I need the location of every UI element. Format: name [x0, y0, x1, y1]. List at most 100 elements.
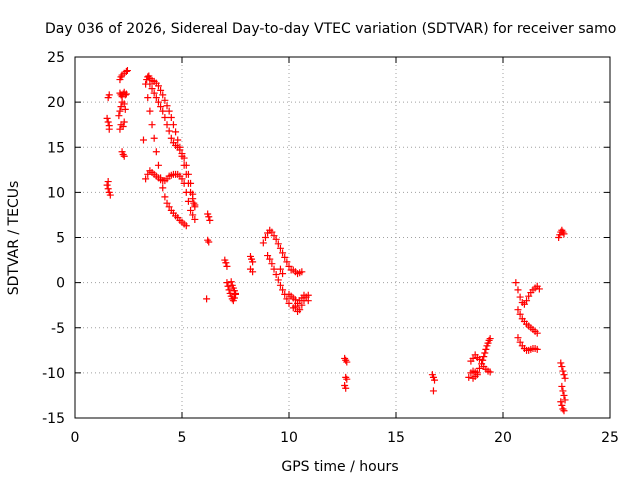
data-point: [165, 107, 173, 115]
data-point: [144, 94, 152, 102]
data-point: [223, 262, 231, 270]
data-point: [558, 382, 566, 390]
data-point: [180, 179, 188, 187]
data-point: [165, 203, 173, 211]
data-point: [471, 372, 479, 380]
data-point: [144, 170, 152, 178]
x-tick-label: 25: [601, 430, 619, 446]
data-point: [270, 232, 278, 240]
data-point: [187, 179, 195, 187]
data-point: [174, 136, 182, 144]
data-point: [525, 292, 533, 300]
data-point: [172, 128, 180, 136]
data-point: [429, 387, 437, 395]
data-point: [259, 239, 267, 247]
data-point: [481, 349, 489, 357]
data-point: [300, 297, 308, 305]
data-point: [560, 391, 568, 399]
x-tick-label: 0: [71, 430, 80, 446]
data-point: [272, 235, 280, 243]
data-point: [266, 255, 274, 263]
data-point: [148, 85, 156, 93]
data-point: [154, 98, 162, 106]
data-point: [523, 297, 531, 305]
data-point: [561, 396, 569, 404]
data-point: [558, 363, 566, 371]
y-tick-label: 25: [47, 50, 65, 66]
data-point: [163, 102, 171, 110]
data-point: [184, 197, 192, 205]
data-point: [106, 191, 114, 199]
data-point: [535, 285, 543, 293]
data-point: [304, 291, 312, 299]
data-point: [146, 107, 154, 115]
data-point: [121, 91, 129, 99]
data-point: [161, 96, 169, 104]
y-tick-label: 10: [47, 185, 65, 201]
data-point: [150, 89, 158, 97]
data-point: [189, 211, 197, 219]
data-point: [161, 193, 169, 201]
data-point: [165, 127, 173, 135]
grid: [75, 57, 610, 418]
data-point: [557, 398, 565, 406]
data-point: [261, 234, 269, 241]
data-point: [157, 86, 165, 94]
data-point: [512, 279, 520, 287]
data-point: [516, 338, 524, 346]
data-point: [276, 244, 284, 252]
data-point: [154, 82, 162, 90]
data-point: [249, 268, 257, 276]
data-point: [465, 373, 473, 381]
axis-ticks: 0 5 10 15 20 25 25 20 15 10 5 0 -5 -10 -15: [42, 50, 619, 446]
data-point: [122, 67, 130, 75]
data-point: [103, 114, 111, 122]
data-point: [142, 175, 150, 183]
x-tick-label: 5: [178, 430, 187, 446]
data-point: [121, 105, 129, 113]
data-point: [182, 161, 190, 169]
data-point: [169, 121, 177, 129]
data-point: [154, 161, 162, 169]
data-point: [264, 252, 272, 260]
data-point: [296, 306, 304, 314]
data-point: [105, 125, 113, 133]
data-point: [533, 345, 541, 353]
data-point: [272, 271, 280, 279]
data-point: [115, 112, 123, 120]
data-point: [146, 80, 154, 88]
data-point: [159, 107, 167, 115]
data-point: [473, 369, 481, 377]
data-point: [176, 146, 184, 154]
data-point: [120, 152, 128, 160]
chart-title: Day 036 of 2026, Sidereal Day-to-day VTE…: [45, 21, 616, 37]
data-point: [279, 249, 287, 257]
data-point: [342, 384, 350, 392]
data-point: [163, 199, 171, 207]
data-point: [191, 215, 199, 223]
data-point: [514, 306, 522, 314]
data-point: [291, 296, 299, 304]
data-point: [343, 358, 351, 366]
data-point: [167, 134, 175, 142]
data-point: [152, 148, 160, 156]
data-point: [163, 121, 171, 129]
data-point: [232, 289, 239, 297]
data-point: [482, 345, 490, 353]
data-point: [191, 201, 199, 209]
data-point: [283, 258, 291, 266]
data-point: [291, 304, 299, 312]
data-point: [533, 329, 541, 337]
data-point: [281, 253, 289, 261]
data-point: [343, 375, 351, 383]
data-point: [161, 113, 169, 121]
data-point: [120, 118, 128, 126]
data-point: [270, 265, 278, 273]
data-point: [230, 294, 238, 302]
data-point: [268, 228, 276, 236]
y-tick-label: 0: [56, 276, 65, 292]
data-point: [479, 356, 487, 364]
y-tick-label: 5: [56, 231, 65, 247]
data-point: [182, 222, 190, 230]
